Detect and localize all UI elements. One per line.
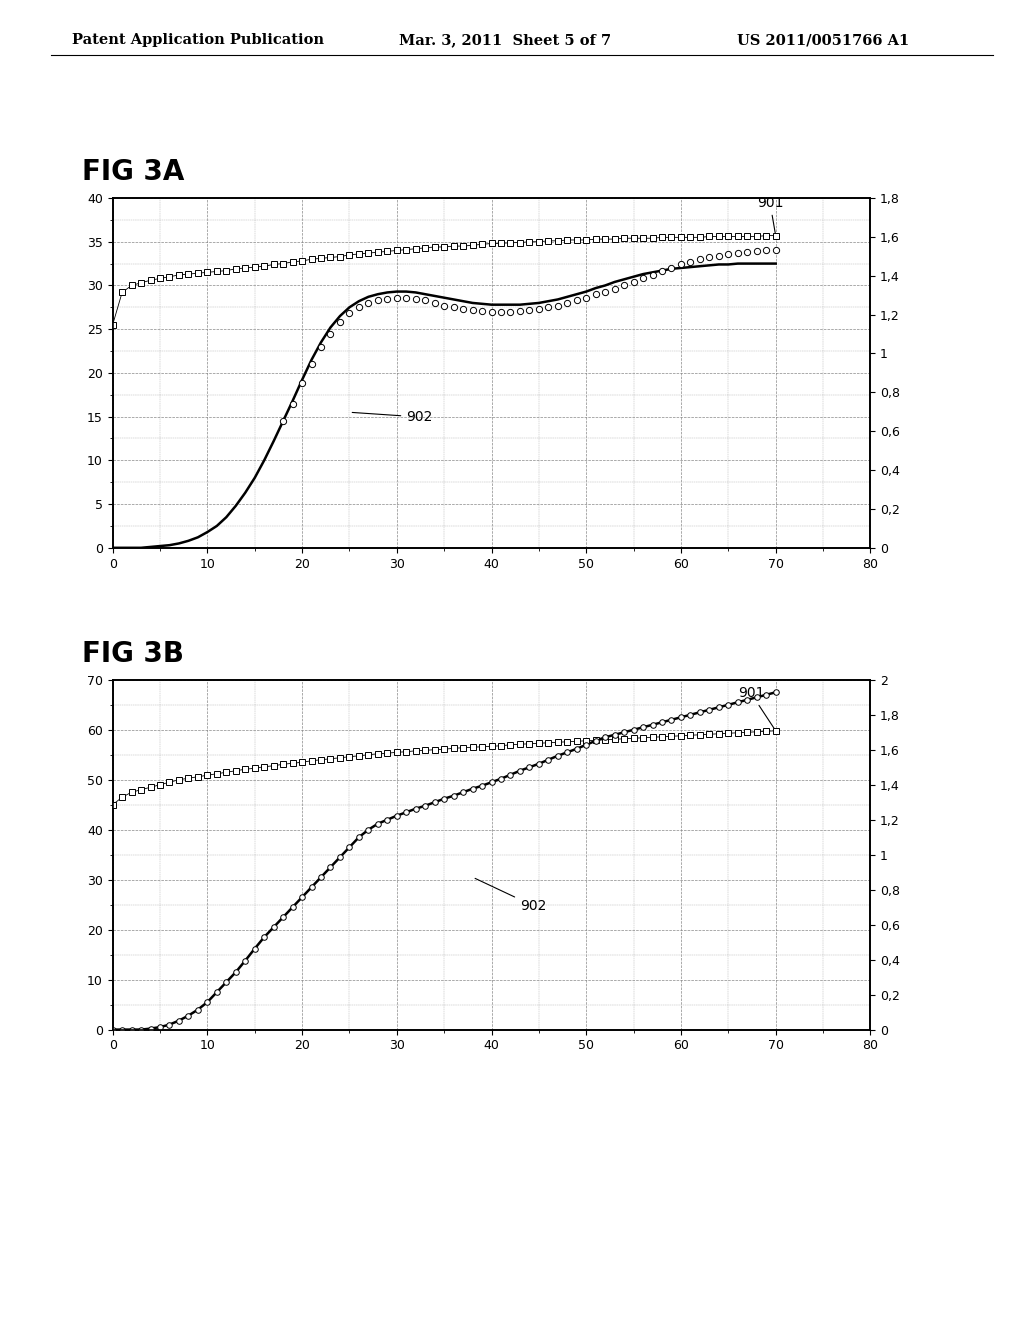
- Text: FIG 3A: FIG 3A: [82, 158, 184, 186]
- Text: Mar. 3, 2011  Sheet 5 of 7: Mar. 3, 2011 Sheet 5 of 7: [399, 33, 611, 48]
- Text: 902: 902: [352, 411, 433, 424]
- Text: 901: 901: [757, 195, 783, 232]
- Text: FIG 3B: FIG 3B: [82, 640, 184, 668]
- Text: 901: 901: [737, 686, 774, 729]
- Text: Patent Application Publication: Patent Application Publication: [72, 33, 324, 48]
- Text: 902: 902: [475, 878, 547, 912]
- Text: US 2011/0051766 A1: US 2011/0051766 A1: [737, 33, 909, 48]
